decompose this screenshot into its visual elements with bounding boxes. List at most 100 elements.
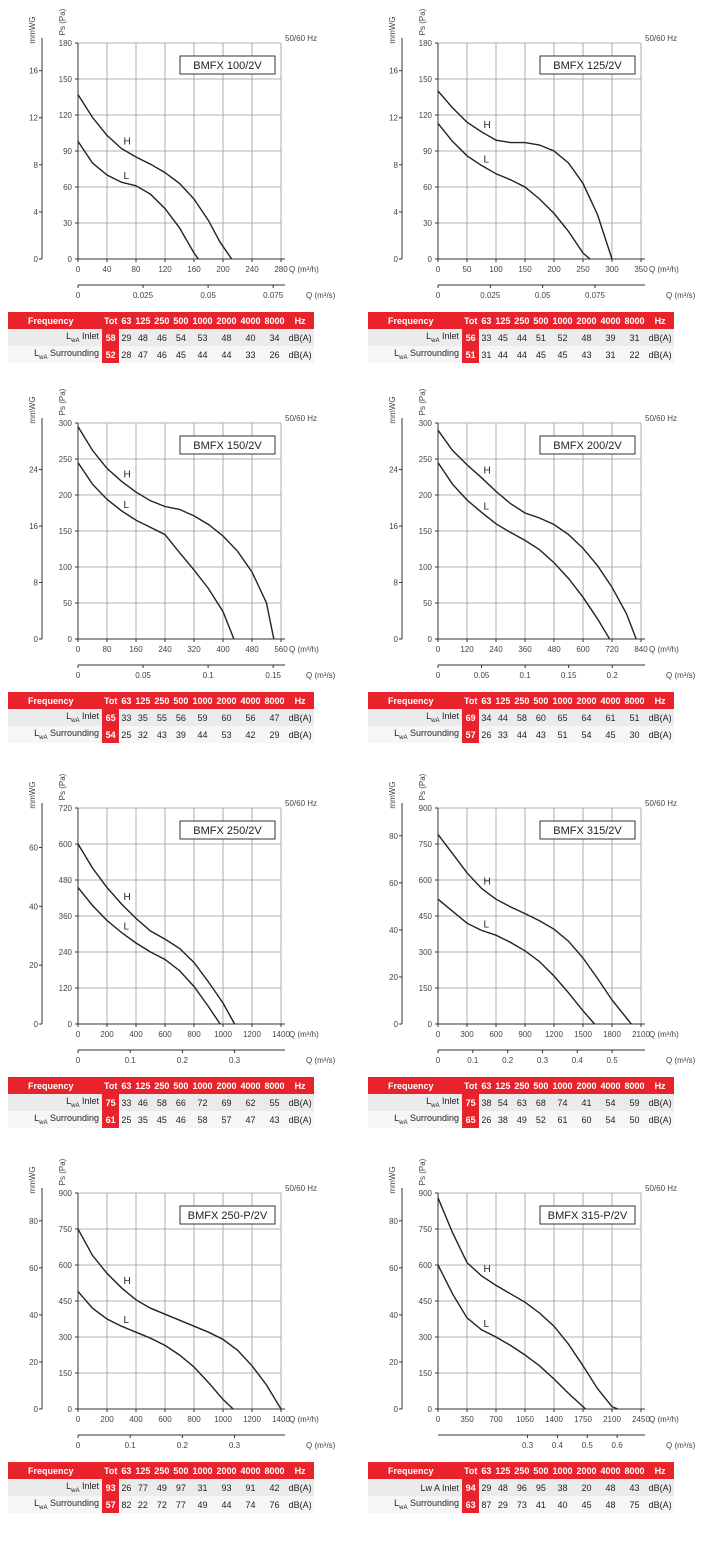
q2-tick-label: 0.1 <box>125 1441 137 1450</box>
table-row: LwA Inlet 58 29 48 46 54 53 48 40 34 dB(A) <box>8 329 314 346</box>
ps-label: Ps (Pa) <box>58 773 67 800</box>
model-name: BMFX 250/2V <box>193 825 262 837</box>
band-value: 31 <box>479 346 494 363</box>
table-row: LwA Surrounding 51 31 44 44 45 45 43 31 22 dB(A) <box>368 346 674 363</box>
y-tick-label: 900 <box>419 1189 433 1198</box>
band-value: 29 <box>262 726 287 743</box>
table-header-cell: 125 <box>133 312 153 329</box>
total-value: 51 <box>462 346 480 363</box>
band-value: 54 <box>574 726 599 743</box>
table-header-cell: 63 <box>119 312 134 329</box>
band-value: 45 <box>152 1111 172 1128</box>
frequency-label: 50/60 Hz <box>285 1184 317 1193</box>
x-tick-label: 1500 <box>574 1030 592 1039</box>
band-value: 44 <box>214 1496 239 1513</box>
q2-axis-label: Q (m³/s) <box>306 1441 336 1450</box>
noise-table: Frequency Tot 63 125 250 500 1000 2000 4000 8000 H… <box>368 1077 674 1128</box>
band-value: 22 <box>622 346 647 363</box>
curve-label-L: L <box>484 1319 490 1330</box>
q2-tick-label: 0.2 <box>177 1441 189 1450</box>
band-value: 26 <box>262 346 287 363</box>
band-value: 26 <box>479 726 494 743</box>
table-header-cell: 125 <box>493 692 513 709</box>
curve-L <box>437 898 596 1025</box>
curve-H <box>437 833 632 1025</box>
x-tick-label: 400 <box>129 1030 143 1039</box>
table-header-cell: 4000 <box>238 1462 263 1479</box>
band-value: 46 <box>152 346 172 363</box>
table-header-cell: Hz <box>646 1077 674 1094</box>
model-box <box>539 820 636 840</box>
grid <box>77 807 282 1025</box>
performance-chart: 0 4 8 12 16 mmWG Ps (Pa) 0 30 60 90 120 150 180 0 40 80 1… <box>28 8 336 300</box>
table-header-cell: 250 <box>512 692 532 709</box>
curve-L <box>77 462 235 640</box>
band-value: 53 <box>190 329 215 346</box>
table-header-cell: 4000 <box>238 1077 263 1094</box>
model-box <box>179 435 276 455</box>
y-tick-label: 60 <box>423 183 432 192</box>
x-tick-label: 200 <box>100 1030 114 1039</box>
band-value: 40 <box>550 1496 575 1513</box>
mmwg-label: mmWG <box>28 1166 37 1193</box>
ps-label: Ps (Pa) <box>58 388 67 415</box>
frequency-header: Frequency <box>8 692 102 709</box>
mmwg-tick-label: 8 <box>394 161 399 170</box>
y-tick-label: 0 <box>428 635 433 644</box>
mmwg-tick-label: 40 <box>389 926 398 935</box>
total-value: 54 <box>102 726 120 743</box>
row-label: LwA Surrounding <box>368 1496 462 1513</box>
grid <box>77 42 282 260</box>
x-tick-label: 1000 <box>214 1030 232 1039</box>
ps-label: Ps (Pa) <box>418 1158 427 1185</box>
row-label: LwA Surrounding <box>8 726 102 743</box>
table-header-cell: 500 <box>171 1077 191 1094</box>
curve-label-L: L <box>124 922 130 933</box>
band-value: 31 <box>598 346 623 363</box>
grid <box>437 42 642 260</box>
q2-axis-label: Q (m³/s) <box>306 671 336 680</box>
table-row: LwA Inlet 69 34 44 58 60 65 64 61 51 dB(A) <box>368 709 674 726</box>
q2-tick-label: 0.3 <box>229 1441 241 1450</box>
table-header-cell: Tot <box>102 1462 120 1479</box>
table-header-cell: 250 <box>152 1462 172 1479</box>
table-row: LwA Surrounding 61 25 35 45 46 58 57 47 43 dB(A) <box>8 1111 314 1128</box>
band-value: 66 <box>171 1094 191 1111</box>
table-header-cell: 4000 <box>598 1077 623 1094</box>
x-tick-label: 480 <box>245 645 259 654</box>
performance-chart: 0 4 8 12 16 mmWG Ps (Pa) 0 30 60 90 120 150 180 0 50 100… <box>388 8 696 300</box>
y-tick-label: 150 <box>59 75 73 84</box>
x-axis-label: Q (m³/h) <box>649 1030 679 1039</box>
unit: dB(A) <box>646 346 674 363</box>
table-header-cell: 1000 <box>190 1077 215 1094</box>
frequency-header: Frequency <box>368 1462 462 1479</box>
curve-H <box>77 94 233 260</box>
total-value: 61 <box>102 1111 120 1128</box>
x-tick-label: 50 <box>463 265 472 274</box>
band-value: 42 <box>262 1479 287 1496</box>
unit: dB(A) <box>286 329 314 346</box>
unit: dB(A) <box>286 709 314 726</box>
band-value: 33 <box>479 329 494 346</box>
table-header-cell: 8000 <box>262 1077 287 1094</box>
band-value: 31 <box>190 1479 215 1496</box>
table-header-cell: 8000 <box>622 1462 647 1479</box>
band-value: 68 <box>531 1094 551 1111</box>
y-tick-label: 300 <box>419 1333 433 1342</box>
total-value: 75 <box>462 1094 480 1111</box>
band-value: 76 <box>262 1496 287 1513</box>
x-tick-label: 800 <box>187 1415 201 1424</box>
band-value: 47 <box>238 1111 263 1128</box>
table-header-cell: Hz <box>286 1077 314 1094</box>
mmwg-tick-label: 60 <box>29 843 38 852</box>
mmwg-label: mmWG <box>388 1166 397 1193</box>
noise-table: Frequency Tot 63 125 250 500 1000 2000 4000 8000 H… <box>8 1462 314 1513</box>
y-tick-label: 150 <box>419 984 433 993</box>
fan-chart-panel: 0 20 40 60 80 mmWG Ps (Pa) 0 150 300 450 600 750 900 0… <box>360 1150 705 1530</box>
table-header-cell: 4000 <box>598 692 623 709</box>
y-tick-label: 0 <box>68 1405 73 1414</box>
band-value: 48 <box>574 329 599 346</box>
band-value: 31 <box>622 329 647 346</box>
q2-tick-label: 0.025 <box>133 291 154 300</box>
y-tick-label: 200 <box>419 491 433 500</box>
